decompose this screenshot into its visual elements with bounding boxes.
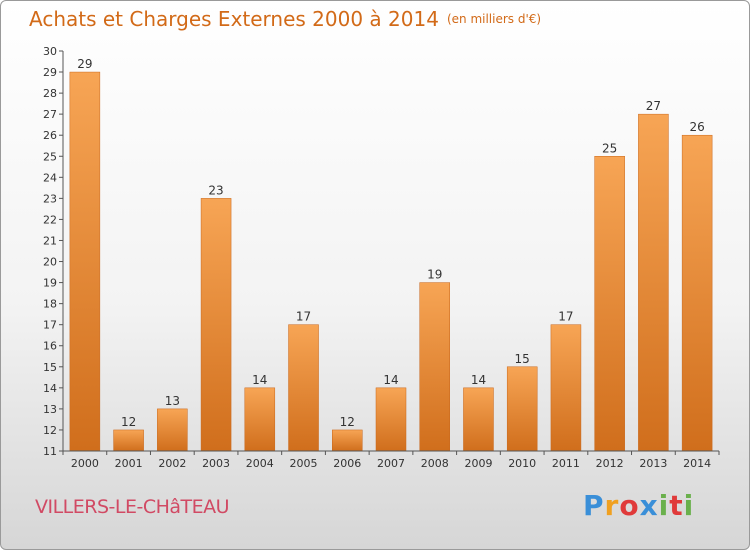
y-tick-label: 11	[43, 445, 57, 458]
bar-value-label: 12	[340, 415, 355, 429]
logo-letter: r	[604, 489, 620, 522]
x-tick-label: 2010	[508, 457, 536, 470]
y-tick-label: 20	[43, 256, 57, 269]
x-tick-label: 2003	[202, 457, 230, 470]
logo-letter: x	[639, 489, 659, 522]
bar-value-label: 13	[165, 394, 180, 408]
logo-letter: i	[658, 489, 670, 522]
bar	[375, 387, 407, 452]
y-tick-label: 13	[43, 403, 57, 416]
bar-value-label: 17	[296, 310, 311, 324]
x-tick-label: 2001	[115, 457, 143, 470]
bar	[638, 113, 669, 452]
y-tick-label: 21	[43, 234, 57, 247]
bar	[200, 198, 232, 452]
x-tick-label: 2014	[683, 457, 711, 470]
bar	[288, 324, 319, 452]
bar	[506, 366, 538, 452]
logo-letter: i	[683, 489, 695, 522]
bar	[550, 324, 582, 452]
y-tick-label: 14	[43, 382, 57, 395]
bar-value-label: 17	[558, 310, 573, 324]
y-tick-label: 15	[43, 361, 57, 374]
x-tick-label: 2005	[290, 457, 318, 470]
bar-value-label: 14	[471, 373, 486, 387]
y-tick-label: 12	[43, 424, 57, 437]
bar-value-label: 15	[515, 352, 530, 366]
logo-letter: t	[669, 489, 684, 522]
x-tick-label: 2004	[246, 457, 274, 470]
x-tick-label: 2000	[71, 457, 99, 470]
logo-letter: o	[619, 489, 640, 522]
y-tick-label: 29	[43, 66, 57, 79]
x-tick-label: 2009	[464, 457, 492, 470]
x-tick-label: 2012	[596, 457, 624, 470]
bar-value-label: 25	[602, 141, 617, 155]
y-tick-label: 19	[43, 277, 57, 290]
unit-label: (en milliers d'€)	[446, 12, 542, 26]
title-text: Achats et Charges Externes 2000 à 2014	[29, 7, 439, 31]
y-tick-label: 25	[43, 150, 57, 163]
x-tick-label: 2002	[158, 457, 186, 470]
y-tick-label: 26	[43, 129, 57, 142]
bar	[113, 429, 144, 452]
chart-title: Achats et Charges Externes 2000 à 2014 (e…	[29, 7, 541, 31]
bar	[419, 282, 450, 452]
y-tick-label: 28	[43, 87, 57, 100]
bar-value-label: 14	[383, 373, 398, 387]
y-tick-label: 23	[43, 192, 57, 205]
bar-value-label: 19	[427, 268, 442, 282]
bar-value-label: 14	[252, 373, 267, 387]
y-tick-label: 16	[43, 340, 57, 353]
y-tick-label: 30	[43, 45, 57, 58]
bar	[332, 429, 363, 452]
x-tick-label: 2008	[421, 457, 449, 470]
bar	[681, 134, 713, 452]
bar-value-label: 12	[121, 415, 136, 429]
bar-value-label: 27	[646, 99, 661, 113]
bar	[244, 387, 276, 452]
bar-value-label: 26	[689, 120, 704, 134]
x-tick-label: 2013	[639, 457, 667, 470]
y-tick-label: 17	[43, 319, 57, 332]
y-tick-label: 18	[43, 298, 57, 311]
bar-value-label: 29	[77, 57, 92, 71]
bar	[594, 156, 625, 452]
x-tick-label: 2007	[377, 457, 405, 470]
logo-letter: P	[583, 489, 605, 522]
y-tick-label: 24	[43, 171, 57, 184]
bar	[157, 408, 188, 452]
commune-name: VILLERS-LE-CHâTEAU	[35, 496, 230, 518]
bar-value-label: 23	[208, 183, 223, 197]
proxiti-logo: Proxiti	[583, 489, 694, 522]
bar	[69, 71, 101, 452]
x-tick-label: 2006	[333, 457, 361, 470]
y-tick-label: 22	[43, 213, 57, 226]
bar	[463, 387, 494, 452]
x-tick-label: 2011	[552, 457, 580, 470]
y-tick-label: 27	[43, 108, 57, 121]
